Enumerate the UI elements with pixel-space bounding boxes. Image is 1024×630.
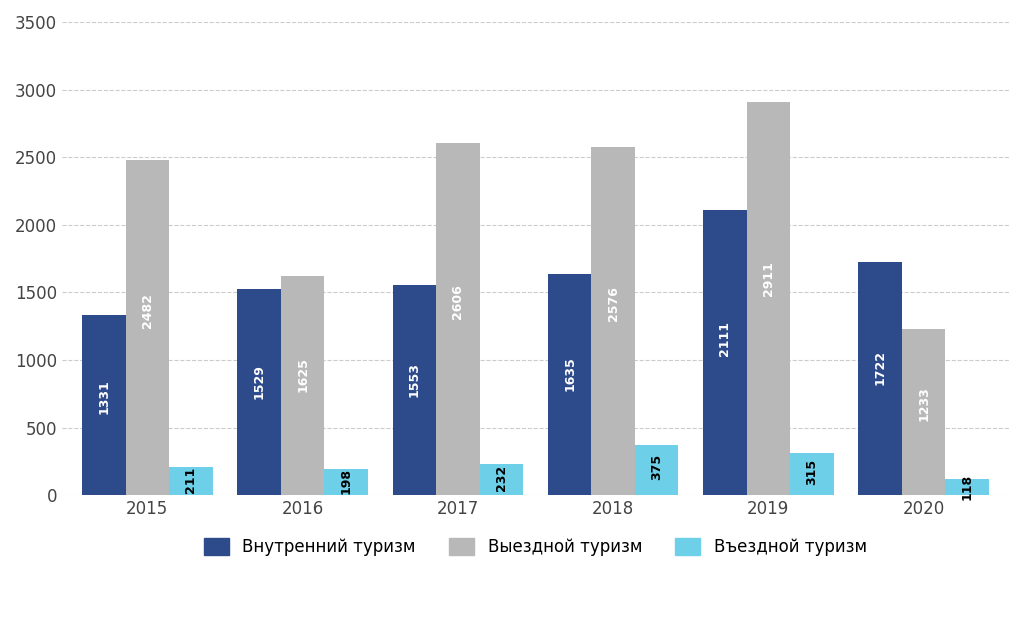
Text: 232: 232 xyxy=(495,465,508,491)
Bar xyxy=(791,453,834,495)
Text: 2576: 2576 xyxy=(606,286,620,321)
Text: 1529: 1529 xyxy=(253,364,265,399)
Bar xyxy=(325,469,368,495)
Text: 2606: 2606 xyxy=(452,284,464,319)
Bar xyxy=(635,445,678,495)
Text: 375: 375 xyxy=(650,454,664,481)
Bar xyxy=(126,159,169,495)
Bar xyxy=(82,316,126,495)
Bar xyxy=(592,147,635,495)
Bar xyxy=(436,143,479,495)
Bar xyxy=(945,479,989,495)
Bar xyxy=(746,101,791,495)
Text: 1722: 1722 xyxy=(873,350,887,385)
Bar xyxy=(479,464,523,495)
Text: 1331: 1331 xyxy=(97,379,111,414)
Text: 118: 118 xyxy=(961,474,974,500)
Bar xyxy=(169,467,213,495)
Bar xyxy=(238,289,281,495)
Text: 2911: 2911 xyxy=(762,261,775,296)
Text: 1635: 1635 xyxy=(563,357,577,391)
Text: 1553: 1553 xyxy=(408,362,421,398)
Legend: Внутренний туризм, Выездной туризм, Въездной туризм: Внутренний туризм, Выездной туризм, Въез… xyxy=(198,531,873,563)
Bar xyxy=(858,263,902,495)
Bar xyxy=(548,274,592,495)
Text: 198: 198 xyxy=(340,467,352,493)
Bar xyxy=(902,329,945,495)
Text: 1625: 1625 xyxy=(296,357,309,392)
Bar xyxy=(703,210,746,495)
Bar xyxy=(281,275,325,495)
Text: 2482: 2482 xyxy=(141,294,154,328)
Bar xyxy=(392,285,436,495)
Text: 1233: 1233 xyxy=(918,386,930,421)
Text: 315: 315 xyxy=(805,459,818,485)
Text: 211: 211 xyxy=(184,466,198,493)
Text: 2111: 2111 xyxy=(719,321,731,356)
